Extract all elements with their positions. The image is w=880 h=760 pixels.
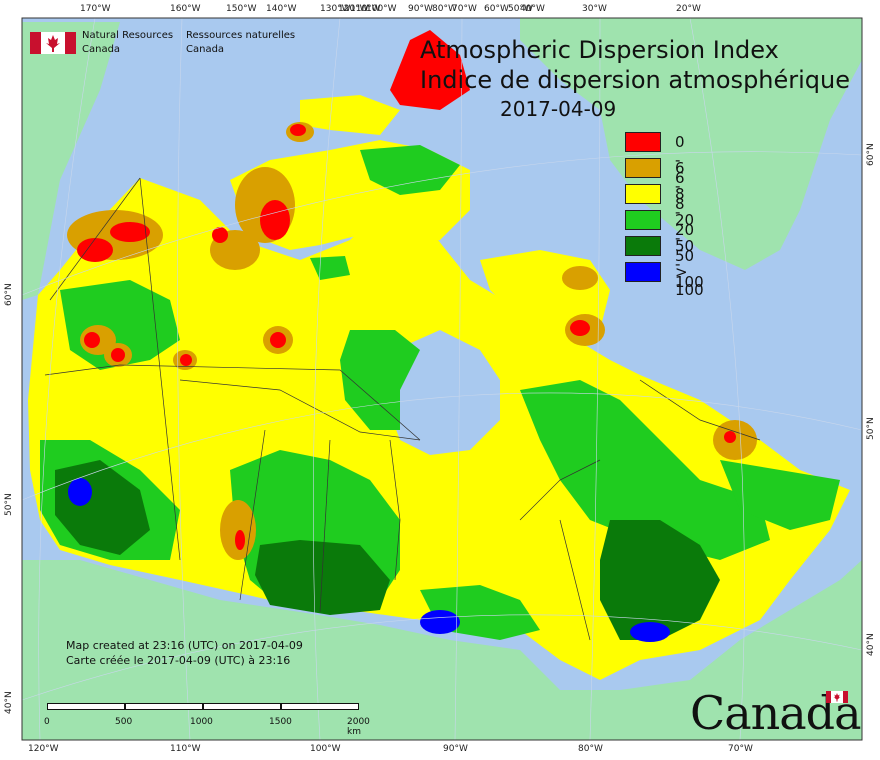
- darkgreen-zone-quebec: [600, 520, 720, 640]
- red-zone-banks: [212, 227, 228, 243]
- lon-label-top: 50°W: [508, 4, 533, 14]
- red-zone-yukon-b: [110, 222, 150, 242]
- credit-en: Map created at 23:16 (UTC) on 2017-04-09: [66, 639, 303, 652]
- agency-name-en-1: Natural Resources: [82, 30, 174, 41]
- lon-label-top: 40°W: [520, 4, 545, 14]
- lon-label-bottom: 100°W: [310, 744, 341, 754]
- lat-label-right: 40°N: [866, 633, 876, 656]
- lon-label-top: 160°W: [170, 4, 201, 14]
- lat-label-left: 60°N: [4, 283, 14, 306]
- blue-zone-bc: [68, 478, 92, 506]
- lon-label-top: 30°W: [582, 4, 607, 14]
- agency-name-fr-2: Canada: [186, 44, 225, 55]
- greenland-landmass: [520, 18, 862, 270]
- lon-label-top: 80°W: [432, 4, 457, 14]
- graticule-lines: [21, 17, 863, 741]
- legend-swatch: [625, 184, 661, 204]
- red-zone-yukon-a: [77, 238, 113, 262]
- alaska-landmass: [22, 22, 120, 300]
- legend-swatch: [625, 236, 661, 256]
- lon-label-top: 100°W: [366, 4, 397, 14]
- scale-tick: 1000: [190, 717, 213, 727]
- red-zone-baffin: [570, 320, 590, 336]
- green-zone-small: [310, 256, 350, 280]
- scale-tick: 0: [44, 717, 50, 727]
- scale-segment: [281, 703, 359, 710]
- legend-label: > 100: [675, 263, 704, 299]
- lon-label-top: 90°W: [408, 4, 433, 14]
- lon-label-bottom: 90°W: [443, 744, 468, 754]
- canada-flag-icon: [30, 32, 76, 54]
- map-border: [21, 17, 863, 741]
- red-zone-arctic-2: [290, 124, 306, 136]
- red-zone-nwt-c: [180, 354, 192, 366]
- map-title-fr: Indice de dispersion atmosphérique: [420, 66, 851, 94]
- lon-label-bottom: 70°W: [728, 744, 753, 754]
- orange-zone-alberta: [220, 500, 256, 560]
- lon-label-top: 150°W: [226, 4, 257, 14]
- lon-label-top: 110°W: [350, 4, 381, 14]
- map-title-en: Atmospheric Dispersion Index: [420, 36, 779, 64]
- lon-label-top: 130°W: [320, 4, 351, 14]
- blue-zone-ontario: [420, 610, 460, 634]
- lat-label-left: 50°N: [4, 493, 14, 516]
- legend-label: 0 - 6: [675, 133, 685, 187]
- red-zone-alberta: [235, 530, 245, 550]
- legend-label: 6 - 8: [675, 159, 685, 213]
- red-zone-nwt-b: [111, 348, 125, 362]
- red-zone-arctic: [260, 200, 290, 240]
- lat-label-right: 50°N: [866, 417, 876, 440]
- blue-zone-quebec: [630, 622, 670, 642]
- lon-label-bottom: 80°W: [578, 744, 603, 754]
- scale-segment: [203, 703, 281, 710]
- green-zone-keewatin: [340, 330, 420, 430]
- legend-swatch: [625, 132, 661, 152]
- lon-label-bottom: 110°W: [170, 744, 201, 754]
- lon-label-top: 170°W: [80, 4, 111, 14]
- scale-segment: [125, 703, 203, 710]
- scale-bar: 0 500 1000 1500 2000 km: [44, 703, 370, 737]
- lon-label-top: 70°W: [452, 4, 477, 14]
- lon-label-top: 140°W: [266, 4, 297, 14]
- legend-swatch: [625, 158, 661, 178]
- agency-name-fr-1: Ressources naturelles: [186, 30, 296, 41]
- credit-fr: Carte créée le 2017-04-09 (UTC) à 23:16: [66, 654, 291, 667]
- lat-label-right: 60°N: [866, 143, 876, 166]
- map-date: 2017-04-09: [500, 97, 617, 121]
- darkgreen-zone-manitoba: [255, 540, 390, 615]
- scale-tick: 1500: [269, 717, 292, 727]
- lon-label-top: 120°W: [338, 4, 369, 14]
- lat-label-left: 40°N: [4, 691, 14, 714]
- agency-name-en-2: Canada: [82, 44, 121, 55]
- arctic-island-north: [300, 95, 400, 135]
- green-zone-labrador: [720, 460, 840, 530]
- legend-swatch: [625, 210, 661, 230]
- red-zone-labrador: [724, 431, 736, 443]
- usa-landmass: [22, 560, 862, 740]
- green-zone-arctic: [360, 145, 460, 195]
- legend-label: 20 - 50: [675, 211, 695, 265]
- orange-zone-baffin-a: [562, 266, 598, 290]
- scale-tick: 500: [115, 717, 133, 727]
- lon-label-top: 20°W: [676, 4, 701, 14]
- legend-label: 8 - 20: [675, 185, 695, 239]
- scale-segment: [47, 703, 125, 710]
- red-zone-ellesmere: [390, 30, 470, 110]
- legend-label: 50 - 100: [675, 237, 704, 291]
- lon-label-top: 60°W: [484, 4, 509, 14]
- green-zone-quebec: [520, 380, 770, 560]
- lon-label-bottom: 120°W: [28, 744, 59, 754]
- red-zone-nwt-a: [84, 332, 100, 348]
- wordmark-flag-icon: [826, 691, 848, 703]
- red-zone-nwt-d: [270, 332, 286, 348]
- legend-swatch: [625, 262, 661, 282]
- scale-tick: 2000 km: [347, 717, 370, 737]
